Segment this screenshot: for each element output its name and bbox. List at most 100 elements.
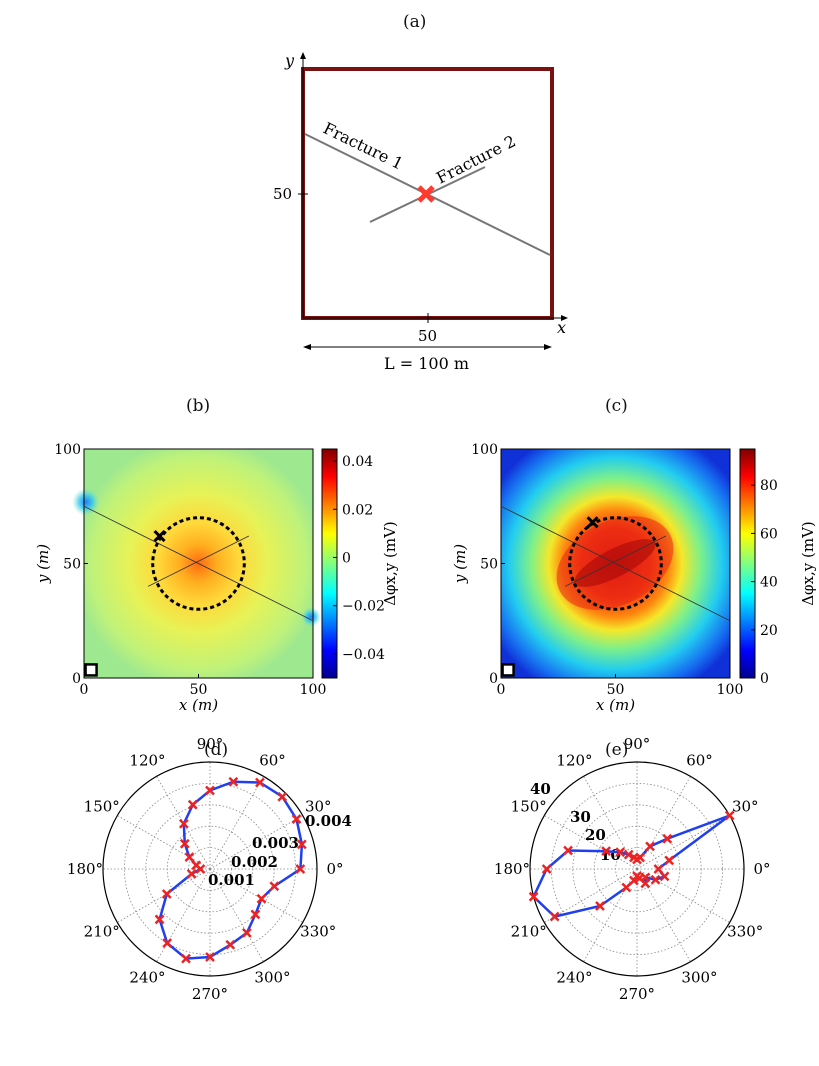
- polar-angle-label: 180°: [67, 860, 103, 878]
- polar-angle-label: 270°: [192, 985, 228, 1003]
- polar-spoke: [117, 815, 211, 870]
- y-axis-label: y: [284, 51, 295, 70]
- polar-data-point: [277, 791, 288, 802]
- polar-data-point: [162, 938, 173, 949]
- polar-data-point: [205, 785, 215, 796]
- polar-data-point: [549, 911, 560, 922]
- polar-angle-label: 210°: [84, 923, 120, 941]
- polar-angle-label: 0°: [326, 860, 343, 878]
- polar-spoke: [209, 868, 264, 962]
- polar-angle-label: 240°: [556, 968, 592, 986]
- colorbar-c: 80 60 40 20 0 Δφx,y (mV): [739, 448, 817, 687]
- polar-data-point: [528, 891, 539, 902]
- polar-angle-label: 120°: [556, 752, 592, 770]
- polar-data-point: [250, 909, 261, 920]
- y-tick-label: 0: [72, 671, 81, 687]
- colorbar-tick-label: 80: [760, 478, 778, 494]
- polar-data-point: [659, 871, 670, 882]
- polar-spoke: [209, 776, 264, 870]
- polar-data-point: [269, 881, 280, 892]
- x-tick-label: 0: [497, 682, 506, 698]
- polar-data-point: [653, 864, 664, 874]
- colorbar-tick-label: 0.04: [342, 454, 373, 470]
- polar-angle-label: 330°: [727, 923, 763, 941]
- panel-label-a: (a): [403, 12, 427, 32]
- colorbar-tick-label: −0.02: [342, 599, 385, 615]
- colorbar-tick-label: −0.04: [342, 647, 385, 663]
- heatmap-b-blue-spot-left: [72, 488, 100, 516]
- polar-radial-tick-label: 40: [530, 780, 551, 798]
- dashed-circle: [568, 516, 663, 611]
- colorbar-tick-label: 60: [760, 526, 778, 542]
- colorbar-tick-label: 20: [760, 623, 778, 639]
- polar-angle-label: 330°: [300, 923, 336, 941]
- polar-data-point: [154, 914, 165, 925]
- x-tick-label: 100: [300, 682, 327, 698]
- length-label: L = 100 m: [384, 354, 469, 373]
- y-tick-50: 50: [273, 185, 292, 203]
- polar-data-point: [650, 874, 661, 885]
- x-tick-label: 50: [190, 682, 208, 698]
- polar-data-point: [664, 855, 675, 866]
- polar-angle-label: 120°: [129, 752, 165, 770]
- polar-data-point: [291, 814, 302, 824]
- polar-spoke: [156, 868, 211, 962]
- polar-data-point: [563, 845, 573, 856]
- polar-data-point: [184, 852, 195, 862]
- panel-label-c: (c): [605, 396, 628, 416]
- x-tick-label: 50: [607, 682, 625, 698]
- polar-spoke: [636, 815, 730, 870]
- polar-spoke: [544, 868, 638, 923]
- y-tick-label: 0: [489, 671, 498, 687]
- polar-data-point: [256, 893, 267, 904]
- polar-series-line: [532, 814, 731, 918]
- polar-angle-label: 30°: [732, 798, 759, 816]
- polar-data-point: [205, 952, 215, 962]
- polar-radial-tick-label: 0.001: [208, 871, 255, 889]
- x-axis-label: x (m): [179, 696, 218, 714]
- polar-angle-label: 300°: [254, 968, 290, 986]
- polar-data-point: [187, 799, 198, 810]
- polar-grid-ring: [102, 761, 318, 977]
- polar-data-point: [179, 838, 190, 849]
- x-tick-label: 0: [80, 682, 89, 698]
- x-tick-50: 50: [418, 327, 437, 345]
- source-square-marker: [501, 663, 515, 677]
- polar-data-point: [645, 841, 655, 852]
- x-axis-label: x (m): [596, 696, 635, 714]
- panel-label-b: (b): [186, 396, 211, 416]
- colorbar-b: 0.04 0.02 0 −0.02 −0.04 Δφx,y (mV): [321, 448, 399, 679]
- polar-spoke: [544, 815, 638, 870]
- polar-angle-label: 150°: [511, 798, 547, 816]
- colorbar-label: Δφx,y (mV): [381, 521, 399, 606]
- polar-data-point: [629, 852, 639, 863]
- polar-grid-ring: [529, 761, 745, 977]
- polar-data-point: [541, 864, 552, 874]
- polar-grid-ring: [551, 783, 724, 956]
- polar-angle-label: 30°: [305, 798, 332, 816]
- polar-data-point: [601, 846, 611, 857]
- panel-label-e: (e): [605, 740, 629, 760]
- polar-radial-tick-label: 30: [570, 808, 591, 826]
- polar-data-point: [161, 889, 172, 899]
- polar-radial-tick-label: 0.003: [252, 834, 299, 852]
- polar-angle-label: 240°: [129, 968, 165, 986]
- colorbar-tick-label: 0: [760, 671, 769, 687]
- polar-angle-label: 90°: [624, 735, 651, 753]
- polar-spoke: [209, 868, 303, 923]
- polar-angle-label: 0°: [753, 860, 770, 878]
- polar-data-point: [662, 833, 673, 844]
- source-square-marker: [84, 663, 98, 677]
- polar-data-point: [296, 839, 307, 850]
- colorbar-tick-label: 0.02: [342, 502, 373, 518]
- x-marker: [586, 516, 599, 529]
- center-cross-marker: [417, 185, 435, 203]
- polar-data-point: [295, 864, 306, 874]
- polar-data-point: [623, 849, 634, 860]
- fracture-line-2: [147, 535, 250, 587]
- polar-angle-label: 90°: [197, 735, 224, 753]
- polar-data-point: [615, 847, 626, 858]
- y-axis-label: y (m): [451, 544, 469, 584]
- colorbar-tick-label: 0: [342, 550, 351, 566]
